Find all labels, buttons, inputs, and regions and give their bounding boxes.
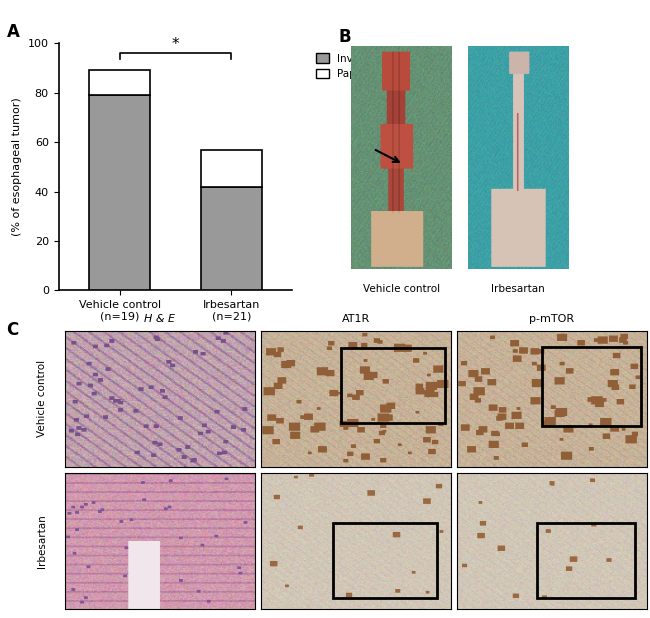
Bar — [333, 523, 437, 598]
Legend: Invasive SCC, Papilloma: Invasive SCC, Papilloma — [317, 53, 405, 79]
Bar — [89, 70, 150, 95]
Bar — [543, 347, 641, 426]
Text: C: C — [6, 321, 19, 339]
Bar — [201, 187, 262, 290]
Bar — [537, 523, 635, 598]
Bar — [201, 150, 262, 187]
Text: Irbesartan: Irbesartan — [491, 284, 545, 294]
Bar — [89, 95, 150, 290]
Text: AT1R: AT1R — [342, 315, 370, 324]
Text: Vehicle control: Vehicle control — [363, 284, 440, 294]
Text: Irbesartan: Irbesartan — [37, 514, 47, 567]
Text: Vehicle control: Vehicle control — [37, 360, 47, 437]
Text: *: * — [172, 38, 179, 53]
Text: A: A — [7, 23, 20, 41]
Y-axis label: (% of esophageal tumor): (% of esophageal tumor) — [12, 98, 22, 236]
Text: H & E: H & E — [144, 315, 176, 324]
Text: B: B — [338, 28, 350, 46]
Bar — [341, 349, 445, 423]
Text: p-mTOR: p-mTOR — [529, 315, 575, 324]
